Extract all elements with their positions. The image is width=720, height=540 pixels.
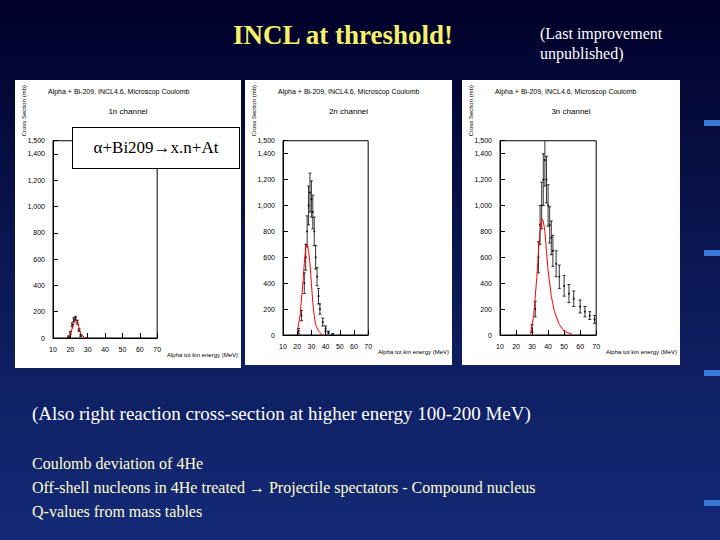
svg-text:Alpha tot kin energy (MeV): Alpha tot kin energy (MeV)	[378, 349, 449, 355]
svg-text:800: 800	[33, 229, 45, 236]
svg-text:200: 200	[263, 306, 275, 313]
svg-text:3n channel: 3n channel	[551, 107, 590, 116]
svg-text:30: 30	[84, 346, 92, 353]
svg-text:400: 400	[33, 282, 45, 289]
html-text:Coulomb deviation of 4He: Coulomb deviation of 4He	[32, 455, 204, 472]
svg-text:60: 60	[576, 343, 584, 350]
svg-text:Alpha + Bi-209, INCL4.6, Micro: Alpha + Bi-209, INCL4.6, Microscop Coulo…	[278, 88, 420, 96]
svg-text:200: 200	[33, 308, 45, 315]
svg-text:10: 10	[279, 343, 287, 350]
html-text:INCL at threshold!: INCL at threshold!	[233, 20, 453, 50]
svg-text:20: 20	[293, 343, 301, 350]
svg-text:Alpha tot kin energy (MeV): Alpha tot kin energy (MeV)	[606, 349, 677, 355]
svg-text:0: 0	[488, 332, 492, 339]
svg-text:1,200: 1,200	[257, 176, 275, 183]
svg-text:1,000: 1,000	[474, 202, 492, 209]
svg-text:0: 0	[271, 332, 275, 339]
svg-text:600: 600	[33, 256, 45, 263]
html-text:(Last improvement: (Last improvement	[540, 25, 663, 42]
svg-text:60: 60	[136, 346, 144, 353]
svg-text:1,400: 1,400	[27, 150, 45, 157]
svg-text:Cross Section (mb): Cross Section (mb)	[251, 85, 257, 136]
html-text:(Also right reaction cross-sec: (Also right reaction cross-section at hi…	[32, 403, 531, 424]
html-text:α+Bi209→x.n+At: α+Bi209→x.n+At	[93, 138, 219, 157]
svg-text:1n channel: 1n channel	[108, 107, 147, 116]
svg-text:10: 10	[49, 346, 57, 353]
svg-text:1,000: 1,000	[27, 203, 45, 210]
html-text:Off-shell nucleons in 4He trea: Off-shell nucleons in 4He treated → Proj…	[32, 479, 536, 496]
svg-text:1,400: 1,400	[474, 150, 492, 157]
svg-text:Alpha + Bi-209, INCL4.6, Micro: Alpha + Bi-209, INCL4.6, Microscop Coulo…	[495, 88, 637, 96]
svg-text:2n channel: 2n channel	[329, 107, 368, 116]
svg-text:60: 60	[350, 343, 358, 350]
svg-text:50: 50	[336, 343, 344, 350]
svg-text:1,000: 1,000	[257, 202, 275, 209]
svg-text:40: 40	[544, 343, 552, 350]
svg-text:1,200: 1,200	[474, 176, 492, 183]
svg-text:Alpha tot kin energy (MeV): Alpha tot kin energy (MeV)	[167, 352, 238, 358]
svg-text:400: 400	[263, 280, 275, 287]
svg-text:50: 50	[119, 346, 127, 353]
html-text:Q-values from mass tables: Q-values from mass tables	[32, 503, 203, 520]
svg-text:Alpha + Bi-209, INCL4.6, Micro: Alpha + Bi-209, INCL4.6, Microscop Coulo…	[48, 88, 190, 96]
html-text:unpublished): unpublished)	[540, 45, 624, 62]
svg-text:40: 40	[322, 343, 330, 350]
svg-text:400: 400	[480, 280, 492, 287]
svg-text:600: 600	[263, 254, 275, 261]
svg-text:10: 10	[496, 343, 504, 350]
svg-text:Cross Section (mb): Cross Section (mb)	[21, 85, 27, 136]
svg-text:0: 0	[41, 335, 45, 342]
svg-text:30: 30	[307, 343, 315, 350]
svg-text:1,500: 1,500	[257, 137, 275, 144]
svg-text:800: 800	[480, 228, 492, 235]
svg-text:70: 70	[364, 343, 372, 350]
svg-text:70: 70	[153, 346, 161, 353]
svg-text:600: 600	[480, 254, 492, 261]
svg-text:800: 800	[263, 228, 275, 235]
svg-text:20: 20	[66, 346, 74, 353]
svg-text:20: 20	[512, 343, 520, 350]
svg-text:1,500: 1,500	[27, 137, 45, 144]
svg-text:1,200: 1,200	[27, 177, 45, 184]
svg-text:50: 50	[560, 343, 568, 350]
svg-text:30: 30	[528, 343, 536, 350]
svg-text:1,400: 1,400	[257, 150, 275, 157]
svg-text:1,500: 1,500	[474, 137, 492, 144]
svg-text:70: 70	[592, 343, 600, 350]
svg-text:200: 200	[480, 306, 492, 313]
svg-text:40: 40	[101, 346, 109, 353]
svg-text:Cross Section (mb): Cross Section (mb)	[468, 85, 474, 136]
